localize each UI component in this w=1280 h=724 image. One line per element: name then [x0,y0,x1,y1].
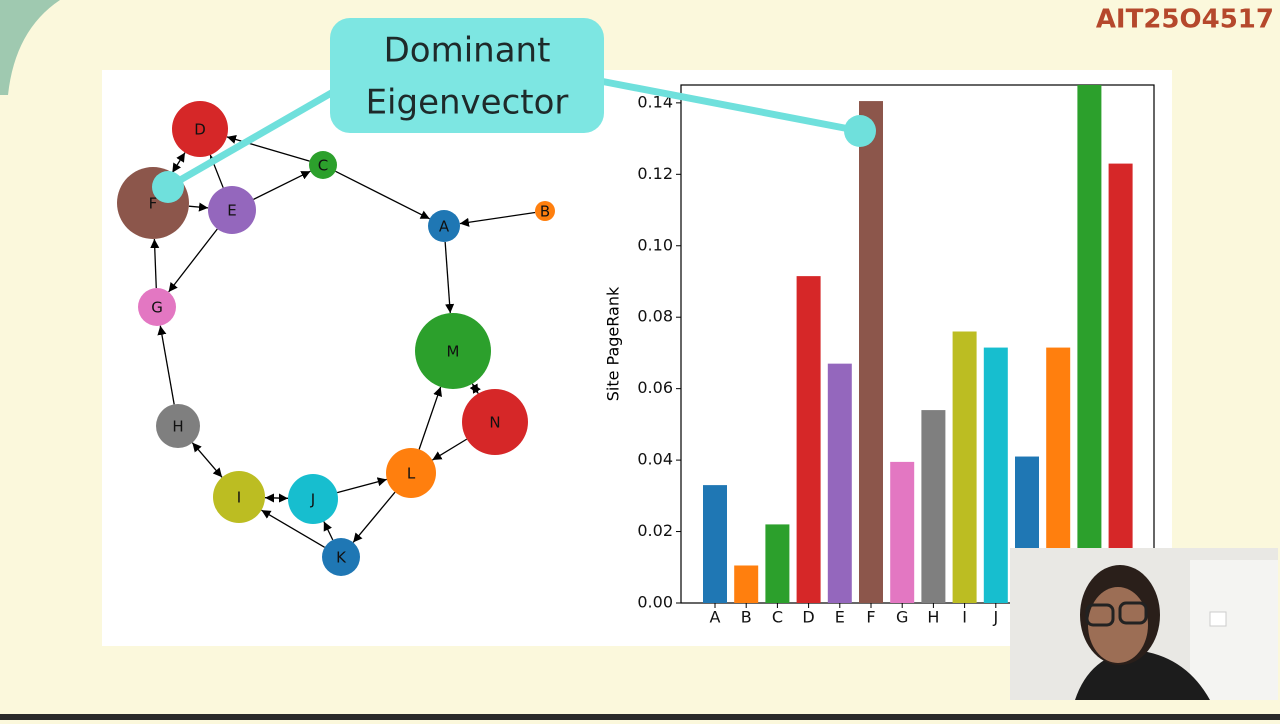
callout: Dominant Eigenvector [152,18,876,203]
x-tick-label: H [927,608,939,627]
bar [1108,163,1133,603]
node-label: C [318,157,328,175]
node-label: H [172,418,183,436]
graph-edge [261,509,325,548]
graph-node [386,448,436,498]
bar [827,363,852,603]
graph-node [462,389,528,455]
callout-text: Eigenvector [366,83,569,123]
callout-dot [844,115,876,147]
node-label: E [227,202,236,220]
y-tick-label: 0.10 [637,235,673,254]
graph-edge [444,241,455,314]
graph-node [172,101,228,157]
y-tick-label: 0.12 [637,164,673,183]
graph-edge [191,442,223,478]
watermark: AIT25O4517 [1096,5,1274,35]
x-tick-label: D [802,608,814,627]
x-tick-label: F [866,608,875,627]
node-label: A [439,218,450,236]
y-tick-label: 0.00 [637,593,673,612]
bar [765,524,790,603]
bar [952,331,977,603]
y-axis-label: Site PageRank [604,286,623,401]
graph-node [428,210,460,242]
graph-node [322,538,360,576]
callout-line [594,76,861,135]
plot-frame [680,84,1155,604]
graph-edge [150,238,160,289]
x-tick-label: A [710,608,721,627]
x-tick-label: J [992,608,998,627]
y-tick-label: 0.14 [637,92,673,111]
webcam-overlay [1010,548,1278,700]
bar [921,410,946,603]
y-tick-label: 0.04 [637,450,673,469]
bars [703,85,1133,603]
graph-edge [459,211,536,227]
node-label: K [336,549,347,567]
graph-node [138,288,176,326]
bar [796,276,821,603]
graph-edge [188,202,209,212]
callout-dot [152,171,184,203]
callout-box [330,18,604,133]
graph-node [415,313,491,389]
node-label: I [237,489,241,507]
graph-node [288,474,338,524]
graph-edge [253,170,311,200]
graph-edge [418,386,442,450]
bar [983,347,1008,603]
bar-chart: Site PageRank 0.00 0.02 0.04 0.06 0.08 0.10 0.… [604,84,1155,627]
x-tick-label: B [741,608,752,627]
graph-node [156,404,200,448]
callout-text: Dominant [384,31,551,71]
graph-node [309,151,337,179]
graph-edge [352,491,396,543]
graph-edge [336,477,388,494]
y-tick-label: 0.02 [637,521,673,540]
bar [859,101,883,603]
node-label: F [149,195,158,213]
node-label: N [489,414,500,432]
graph-node [208,186,256,234]
x-tick-label: G [896,608,908,627]
bar [703,485,727,603]
graph-edge [168,228,218,293]
graph-edge [323,521,334,541]
bar [1077,85,1102,603]
graph-node [213,471,265,523]
corner-decoration [0,0,60,95]
y-tick-label: 0.08 [637,307,673,326]
network-graph: D F E C A B G M N H L I J K [117,101,555,576]
node-label: L [407,465,416,483]
x-tick-label: E [835,608,845,627]
node-label: J [310,491,315,509]
webcam-glasses [1085,603,1115,627]
webcam-switch [1209,611,1227,627]
graph-edge [157,325,175,405]
graph-edge [264,493,289,503]
node-label: D [194,121,206,139]
graph-edge [171,152,186,173]
bar [734,565,759,603]
webcam-wall [1190,560,1278,700]
node-label: B [540,203,550,221]
node-label: M [447,343,460,361]
webcam-glasses [1118,601,1148,625]
node-label: G [151,299,163,317]
graph-edge [335,170,431,220]
graph-edge [226,135,310,162]
graph-edge [432,438,468,461]
graph-node [535,201,555,221]
graph-edge [469,383,481,394]
callout-line [166,84,342,191]
y-tick-label: 0.06 [637,378,673,397]
bar [890,461,915,603]
x-tick-label: C [772,608,783,627]
bottom-strip [0,714,1280,720]
x-tick-label: I [962,608,967,627]
